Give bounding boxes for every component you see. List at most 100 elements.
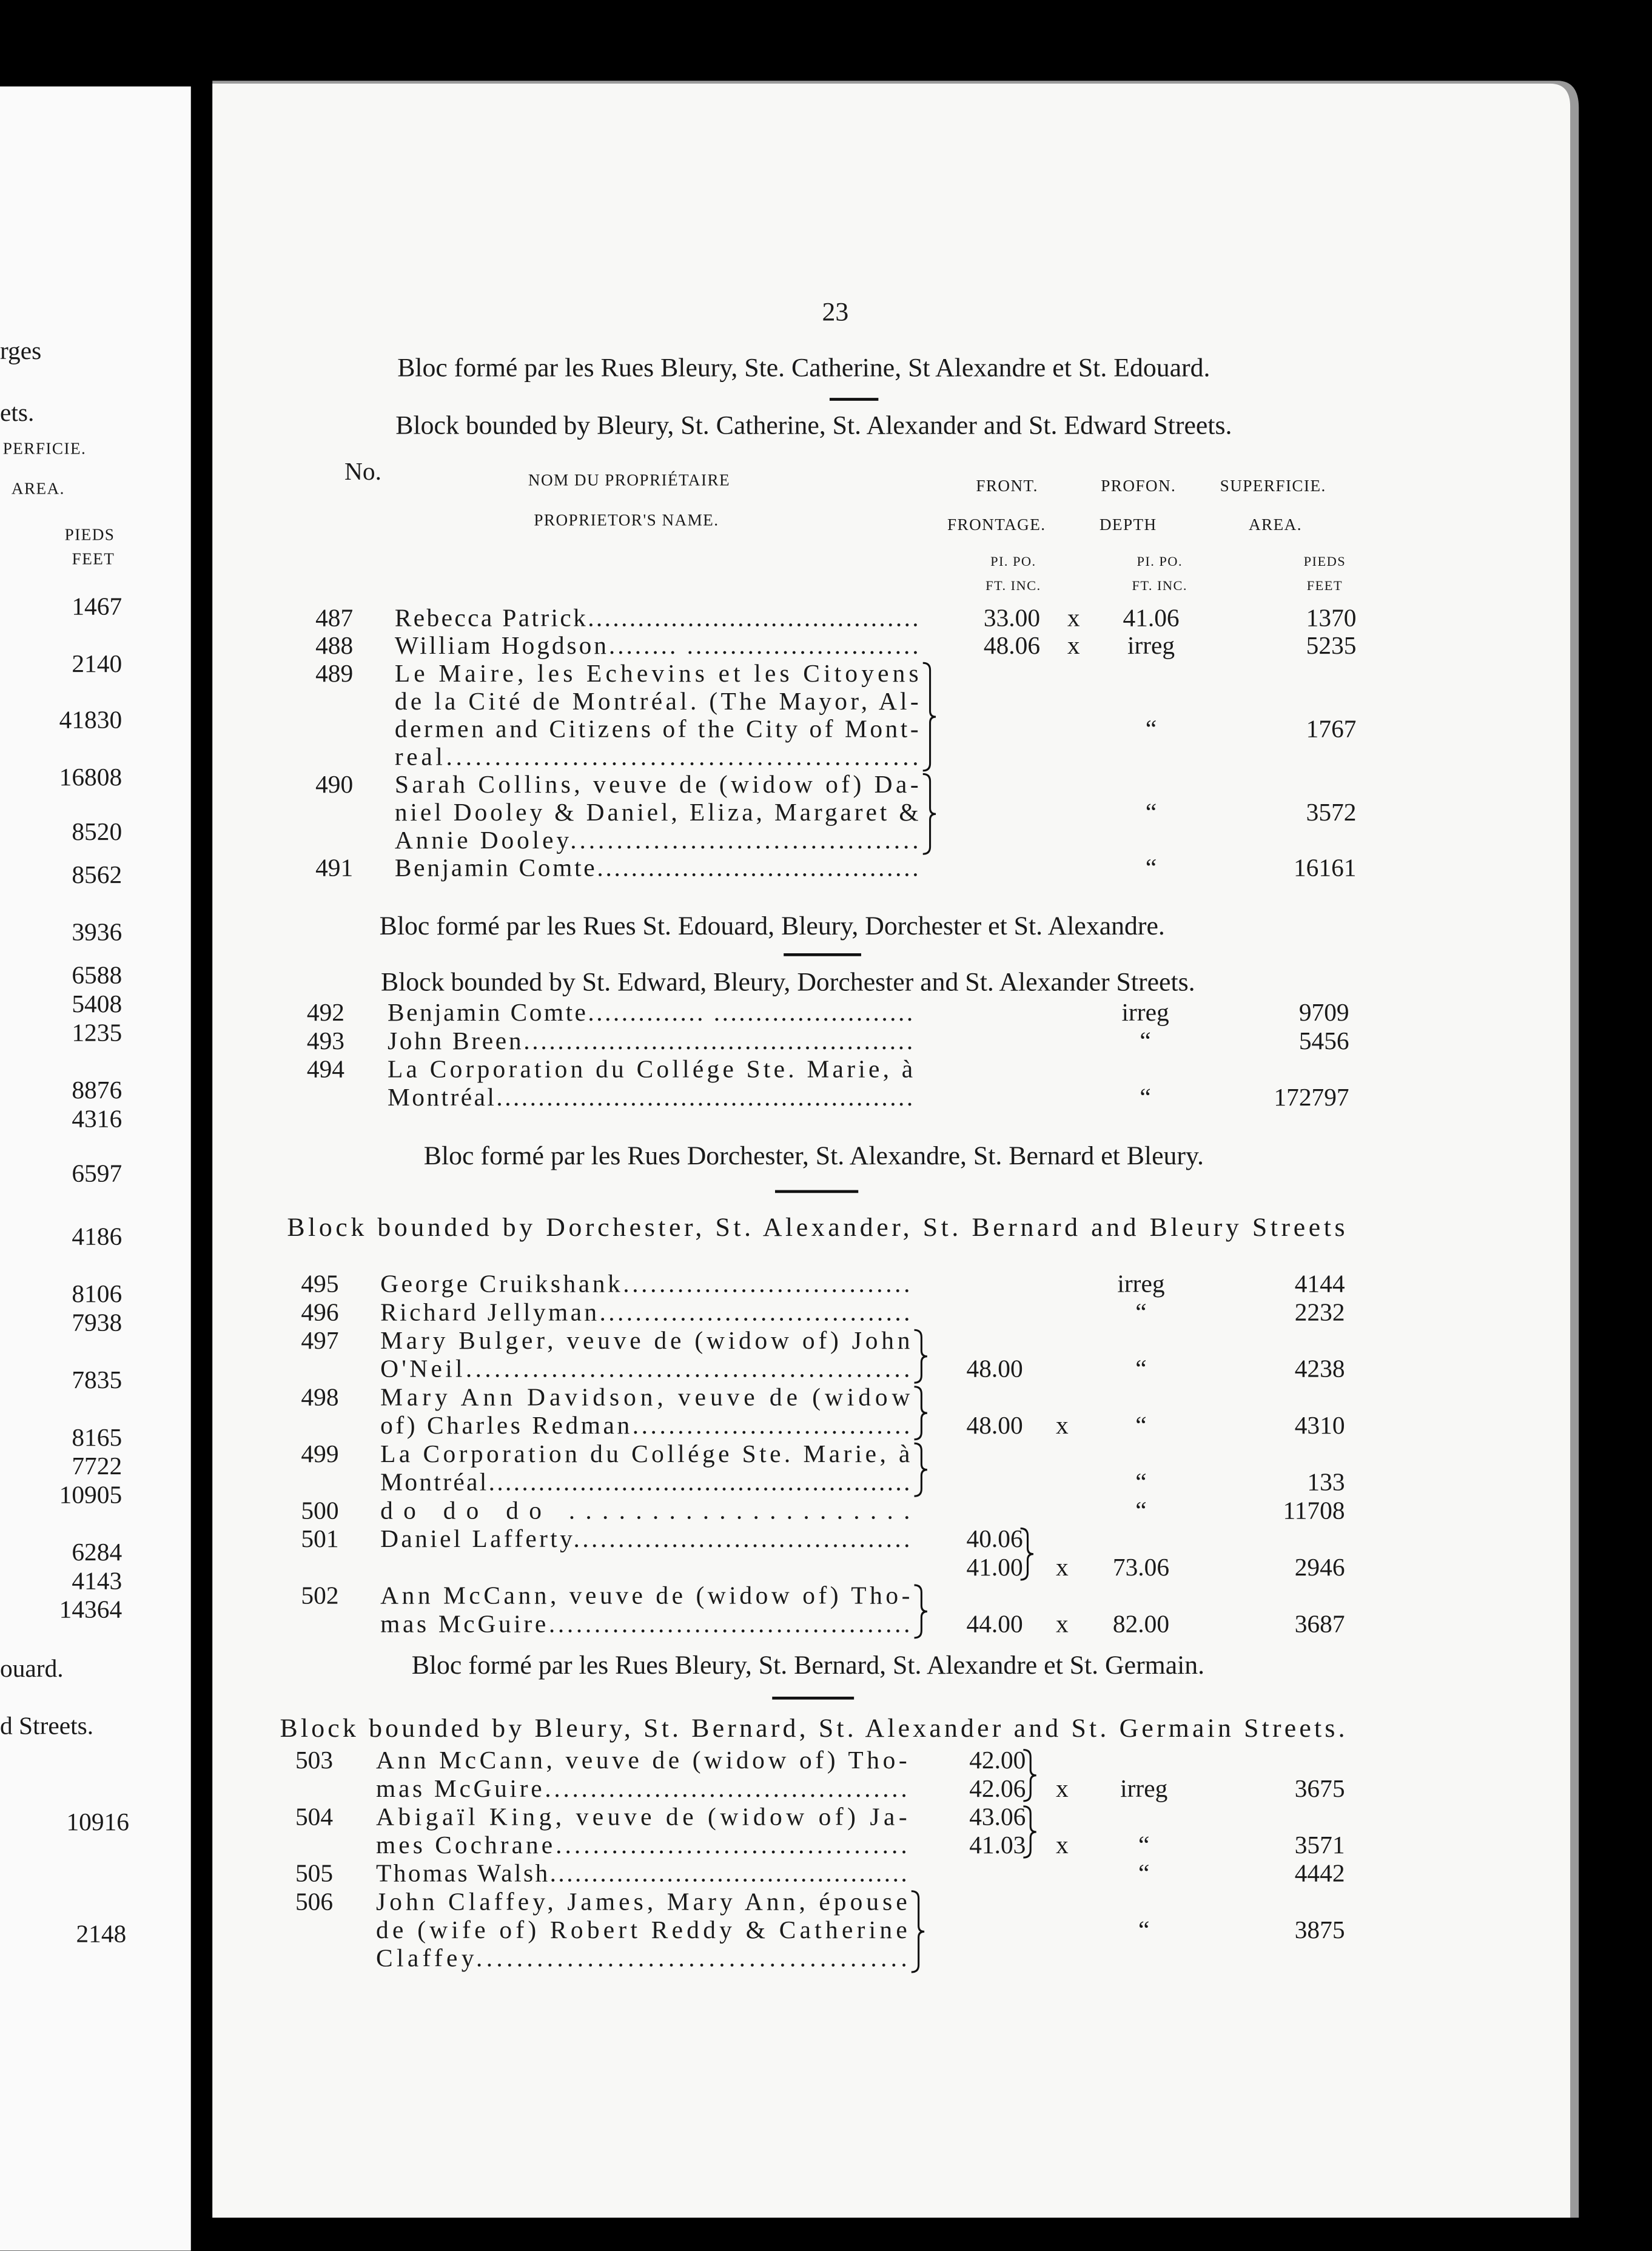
times-sign: x (1056, 1411, 1069, 1439)
left-page-text: 8106 (72, 1280, 122, 1307)
left-page-text: 4143 (72, 1566, 122, 1594)
depth: “ (1138, 1859, 1149, 1887)
depth: 73.06 (1113, 1553, 1169, 1581)
left-page-text: 10905 (59, 1480, 123, 1508)
depth: “ (1135, 1355, 1146, 1383)
proprietor-name: de la Cité de Montréal. (The Mayor, Al- (395, 687, 919, 716)
col-area-unit-fr: PIEDS (1304, 554, 1346, 569)
depth: “ (1140, 1027, 1150, 1055)
area: 4144 (1295, 1270, 1345, 1298)
lot-number: 496 (301, 1298, 338, 1326)
col-no: No. (344, 457, 381, 485)
col-depth-en: DEPTH (1100, 515, 1157, 534)
col-front-unit-fr: PI. PO. (990, 554, 1036, 569)
frontage: 42.00 (969, 1746, 1026, 1774)
area: 11708 (1283, 1496, 1345, 1524)
area: 5456 (1299, 1027, 1349, 1055)
frontage: 40.06 (966, 1525, 1022, 1552)
proprietor-name: Benjamin Comte..........................… (395, 854, 919, 882)
area: 1370 (1306, 603, 1357, 631)
left-page-text: d Streets. (0, 1711, 93, 1739)
brace (1023, 1748, 1036, 1802)
block-heading-en: Block bounded by St. Edward, Bleury, Dor… (381, 968, 1195, 997)
times-sign: x (1067, 631, 1080, 659)
proprietor-name: Rebecca Patrick.........................… (395, 603, 919, 631)
times-sign: x (1056, 1774, 1069, 1802)
left-page-text: ouard. (0, 1654, 64, 1682)
lot-number: 497 (301, 1326, 338, 1354)
left-page-text: 4186 (72, 1222, 122, 1250)
proprietor-name: mas McGuire.............................… (380, 1609, 910, 1637)
brace (1023, 1805, 1036, 1859)
left-page-text: rges (0, 337, 41, 364)
lot-number: 499 (301, 1440, 338, 1468)
lot-number: 506 (295, 1887, 333, 1915)
block-heading-fr: Bloc formé par les Rues Dorchester, St. … (424, 1141, 1204, 1170)
depth: “ (1146, 854, 1157, 882)
block-heading-en: Block bounded by Bleury, St. Bernard, St… (280, 1714, 1345, 1743)
frontage: 44.00 (966, 1609, 1022, 1637)
left-page-text: 8562 (72, 860, 122, 888)
left-page-text: 16808 (59, 763, 123, 791)
col-front-en: FRONTAGE. (947, 515, 1046, 534)
col-name-fr: NOM DU PROPRIÉTAIRE (528, 471, 730, 489)
depth: “ (1138, 1916, 1149, 1944)
frontage: 33.00 (984, 603, 1040, 631)
left-page-text: 1467 (72, 592, 122, 620)
proprietor-name: La Corporation du Collége Ste. Marie, à (380, 1440, 910, 1468)
left-page-text: 5408 (72, 990, 122, 1018)
frontage: 48.00 (966, 1355, 1022, 1383)
brace (922, 662, 936, 772)
left-page-text: 6597 (72, 1159, 122, 1187)
lot-number: 488 (315, 631, 353, 659)
column-headers: No. NOM DU PROPRIÉTAIRE PROPRIETOR'S NAM… (344, 457, 1346, 593)
proprietor-name: de (wife of) Robert Reddy & Catherine (376, 1916, 907, 1944)
proprietor-name: Thomas Walsh............................… (376, 1859, 907, 1887)
left-page-text: 10916 (66, 1808, 129, 1836)
left-page-text: 8520 (72, 817, 122, 845)
times-sign: x (1067, 603, 1080, 631)
frontage: 48.00 (966, 1411, 1022, 1439)
lot-number: 504 (295, 1802, 333, 1830)
block-heading-fr: Bloc formé par les Rues Bleury, Ste. Cat… (397, 354, 1210, 383)
lot-number: 500 (301, 1496, 338, 1524)
left-page-text: 3936 (72, 918, 122, 946)
left-page-text: 6588 (72, 961, 122, 989)
brace (914, 1329, 927, 1384)
left-page-text: 14364 (59, 1595, 123, 1623)
brace (914, 1584, 927, 1639)
proprietor-name: mas McGuire.............................… (376, 1774, 907, 1802)
proprietor-name: of) Charles Redman......................… (380, 1411, 910, 1440)
proprietor-name: Mary Bulger, veuve de (widow of) John (380, 1326, 910, 1355)
brace (914, 1442, 927, 1497)
area: 133 (1307, 1468, 1345, 1496)
depth: 82.00 (1113, 1609, 1169, 1637)
left-page-text: 41830 (59, 705, 123, 733)
left-page-text: 1235 (72, 1018, 122, 1046)
lot-number: 498 (301, 1383, 338, 1411)
area: 5235 (1306, 631, 1357, 659)
left-page-text: 8165 (72, 1423, 122, 1451)
depth: “ (1146, 798, 1157, 826)
proprietor-name: niel Dooley & Daniel, Eliza, Margaret & (395, 798, 919, 826)
depth: irreg (1117, 1270, 1164, 1298)
times-sign: x (1056, 1553, 1069, 1581)
page-number: 23 (822, 297, 849, 326)
lot-number: 490 (315, 770, 353, 798)
frontage: 42.06 (969, 1774, 1026, 1802)
left-page-text: 8876 (72, 1076, 122, 1104)
area: 3675 (1295, 1774, 1345, 1802)
proprietor-name: La Corporation du Collége Ste. Marie, à (388, 1055, 913, 1082)
lot-number: 491 (315, 854, 353, 882)
area: 3687 (1295, 1609, 1345, 1637)
proprietor-name: William Hogdson........ ................… (395, 631, 919, 659)
brace (1020, 1527, 1034, 1581)
depth: “ (1140, 1083, 1150, 1111)
left-page-text: 7835 (72, 1366, 122, 1394)
brace (922, 773, 936, 855)
left-page-text: 4316 (72, 1104, 122, 1132)
block-heading-en: Block bounded by Bleury, St. Catherine, … (395, 411, 1232, 440)
left-page-text: PERFICIE. (3, 439, 86, 457)
